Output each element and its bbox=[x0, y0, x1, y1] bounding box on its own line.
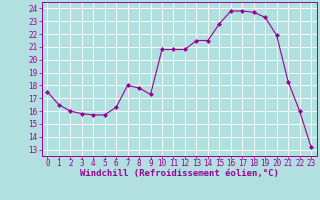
X-axis label: Windchill (Refroidissement éolien,°C): Windchill (Refroidissement éolien,°C) bbox=[80, 169, 279, 178]
